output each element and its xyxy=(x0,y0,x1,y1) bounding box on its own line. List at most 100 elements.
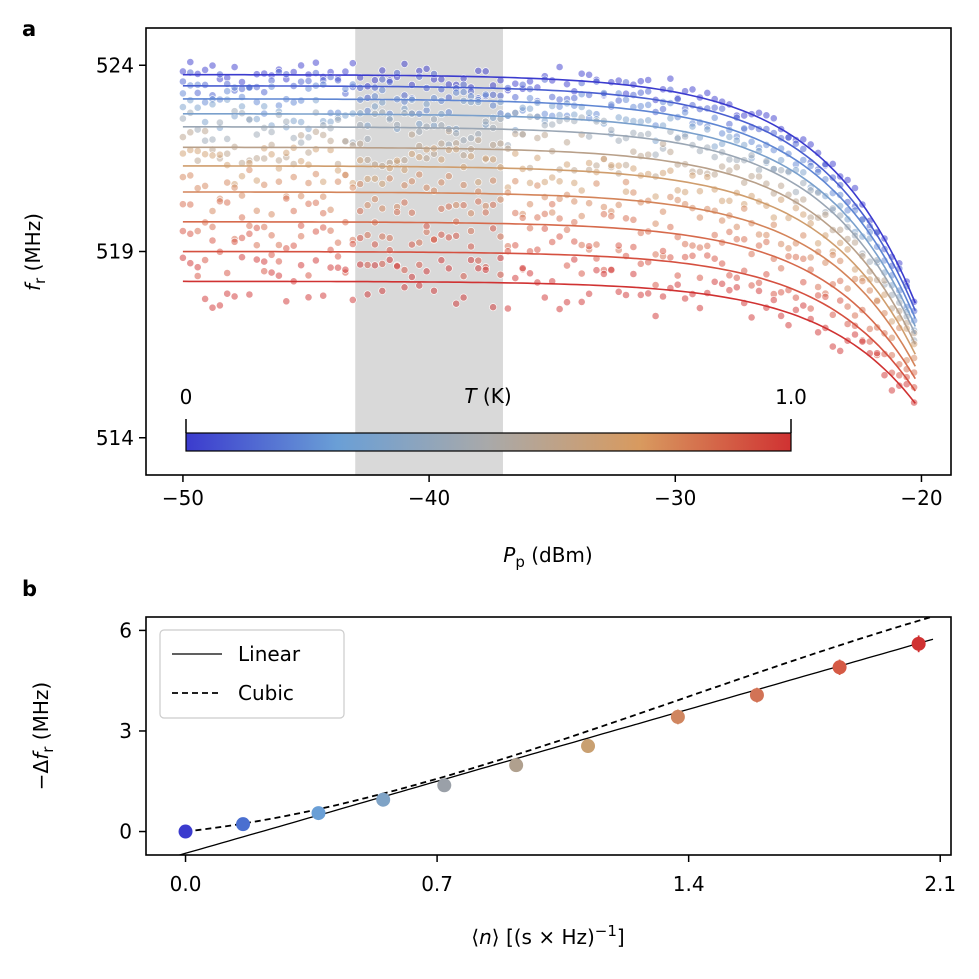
data-point-T7 xyxy=(186,171,195,180)
fit-line-T6 xyxy=(182,165,917,355)
data-point-T1 xyxy=(799,144,808,153)
data-point-T7 xyxy=(334,177,342,186)
data-point-T9 xyxy=(747,281,756,290)
data-point-T6 xyxy=(193,147,202,155)
data-point-T9 xyxy=(474,256,483,265)
data-point-T0 xyxy=(238,78,246,86)
data-point-T6 xyxy=(467,152,475,161)
data-point-T6 xyxy=(393,156,401,165)
data-point-T10 xyxy=(186,259,195,268)
data-point-T8 xyxy=(459,201,468,210)
data-point-T6 xyxy=(629,164,638,173)
data-point-T9 xyxy=(311,227,320,236)
data-point-T10 xyxy=(651,312,660,320)
data-point-T5 xyxy=(341,137,350,146)
data-point-T1 xyxy=(555,95,564,104)
data-point-T8 xyxy=(851,311,859,320)
data-point-T10 xyxy=(851,330,859,339)
data-point-T5 xyxy=(540,131,549,139)
data-point-T8 xyxy=(526,224,534,233)
colorbar-title: T (K) xyxy=(464,384,511,408)
data-point-T7 xyxy=(348,183,357,192)
data-point-T7 xyxy=(496,195,505,204)
data-point-T9 xyxy=(496,270,505,279)
data-point-T9 xyxy=(178,227,187,235)
data-point-T9 xyxy=(718,259,726,268)
data-point-T8 xyxy=(592,240,601,249)
data-point-T10 xyxy=(452,299,461,308)
data-point-T2 xyxy=(636,102,645,111)
data-point-T0 xyxy=(297,61,305,70)
data-point-T6 xyxy=(607,161,616,170)
data-point-T8 xyxy=(474,197,483,206)
data-point-T8 xyxy=(415,238,424,247)
data-point-T7 xyxy=(415,170,424,179)
data-point-T2 xyxy=(644,101,653,109)
data-point-T3 xyxy=(201,118,209,126)
data-point-T9 xyxy=(843,320,852,328)
data-point-T4 xyxy=(415,127,424,136)
data-point-T7 xyxy=(311,170,320,178)
data-point-T4 xyxy=(407,109,416,118)
panel-a-x-label: Pp (dBm) xyxy=(503,543,592,571)
fit-line-T7 xyxy=(182,191,916,367)
data-point-T1 xyxy=(659,105,667,113)
data-point-T9 xyxy=(585,242,593,251)
data-point-T8 xyxy=(407,208,416,217)
data-point-T4 xyxy=(326,124,335,133)
panel-b-x-label-pre: ⟨ xyxy=(471,925,479,949)
data-point-T7 xyxy=(533,181,542,190)
data-point-T3 xyxy=(651,136,660,145)
data-point-T9 xyxy=(659,247,667,255)
data-point-T2 xyxy=(489,101,497,110)
data-point-T10 xyxy=(430,286,438,295)
data-point-T8 xyxy=(193,227,202,235)
panel-a-x-label-var: P xyxy=(503,543,516,567)
data-point-T0 xyxy=(311,58,320,67)
data-point-T7 xyxy=(732,222,741,231)
data-point-T9 xyxy=(614,241,623,250)
data-point-T10 xyxy=(540,293,549,302)
data-point-T10 xyxy=(585,289,593,298)
data-point-T7 xyxy=(806,253,815,262)
data-point-T8 xyxy=(740,235,749,244)
data-point-T8 xyxy=(747,250,756,258)
data-point-T2 xyxy=(415,109,424,118)
data-point-T0 xyxy=(348,59,357,68)
data-point-T9 xyxy=(799,278,808,287)
data-point-T9 xyxy=(651,281,660,289)
data-point-T6 xyxy=(363,174,372,183)
fit-line-T0 xyxy=(182,73,917,304)
data-point-T6 xyxy=(260,144,269,153)
data-point-T2 xyxy=(681,108,689,117)
data-point-T6 xyxy=(385,164,394,173)
colorbar-min-label: 0 xyxy=(180,385,193,409)
data-point-T9 xyxy=(444,233,453,242)
data-point-T2 xyxy=(326,109,335,117)
data-point-T6 xyxy=(622,187,630,196)
data-point-T9 xyxy=(814,291,822,300)
data-point-T7 xyxy=(444,172,453,181)
data-point-T9 xyxy=(260,267,269,276)
data-point-T10 xyxy=(592,266,601,275)
data-point-T8 xyxy=(186,200,195,209)
data-point-T7 xyxy=(651,219,660,228)
data-point-T0 xyxy=(755,108,763,117)
data-point-T2 xyxy=(223,87,232,96)
data-point-T2 xyxy=(230,83,239,92)
data-point-T5 xyxy=(666,147,675,156)
panel-b-x-ticks: 0.0 0.7 1.4 2.1 xyxy=(170,855,956,896)
data-point-T9 xyxy=(238,233,246,242)
data-point-T5 xyxy=(186,128,195,137)
panel-b-x-label: ⟨n⟩ [(s × Hz)−1] xyxy=(471,922,624,949)
data-point-T10 xyxy=(732,283,741,292)
data-point-T8 xyxy=(444,202,453,211)
data-point-T6 xyxy=(836,238,845,247)
data-point-T1 xyxy=(363,93,372,102)
data-point-T10 xyxy=(828,342,837,351)
data-point-T9 xyxy=(223,269,232,277)
data-point-T6 xyxy=(814,239,822,248)
data-point-T2 xyxy=(814,167,822,176)
panel-b-data-points xyxy=(178,635,926,839)
data-point-T6 xyxy=(792,204,800,212)
